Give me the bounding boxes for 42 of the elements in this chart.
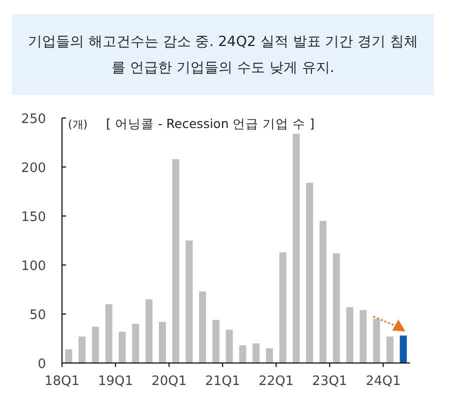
- bar: [252, 343, 260, 363]
- y-axis-title: (개): [68, 118, 88, 131]
- bar: [306, 182, 314, 363]
- y-tick-label: 250: [21, 112, 46, 127]
- chart-subtitle: [ 어닝콜 - Recession 언급 기업 수 ]: [106, 116, 315, 131]
- bar: [320, 220, 326, 363]
- bar: [266, 348, 273, 363]
- bar: [186, 240, 193, 363]
- bar: [118, 332, 126, 363]
- bar: [400, 336, 407, 363]
- bar: [360, 310, 367, 363]
- x-tick-label: 19Q1: [98, 374, 134, 389]
- bar: [146, 299, 152, 363]
- bar: [158, 322, 166, 363]
- y-tick-label: 200: [21, 161, 46, 176]
- bar: [239, 345, 246, 363]
- x-tick-label: 22Q1: [258, 374, 294, 389]
- y-tick-label: 0: [38, 357, 46, 372]
- bar: [279, 252, 286, 363]
- x-tick-label: 23Q1: [312, 374, 348, 389]
- bar: [105, 304, 112, 363]
- bar: [386, 336, 394, 363]
- bar: [212, 320, 220, 363]
- y-tick-label: 100: [21, 259, 46, 274]
- bar: [226, 330, 233, 363]
- bar: [172, 159, 180, 363]
- bar: [292, 134, 300, 363]
- x-tick-label: 20Q1: [152, 374, 187, 389]
- bar: [78, 336, 86, 363]
- bar: [92, 326, 99, 363]
- x-tick-label: 24Q1: [366, 374, 401, 389]
- bar: [346, 307, 354, 363]
- bar: [332, 253, 340, 363]
- bar: [199, 291, 206, 363]
- bar: [373, 318, 380, 363]
- x-tick-label: 18Q1: [44, 374, 80, 389]
- y-tick-label: 50: [29, 308, 46, 323]
- bar: [65, 349, 72, 363]
- y-tick-label: 150: [21, 210, 46, 225]
- chart-title: 기업들의 해고건수는 감소 중. 24Q2 실적 발표 기간 경기 침체를 언급한 기업들의 수도 낮게 유지.: [12, 14, 434, 95]
- bar: [132, 324, 140, 363]
- x-tick-label: 21Q1: [205, 374, 240, 389]
